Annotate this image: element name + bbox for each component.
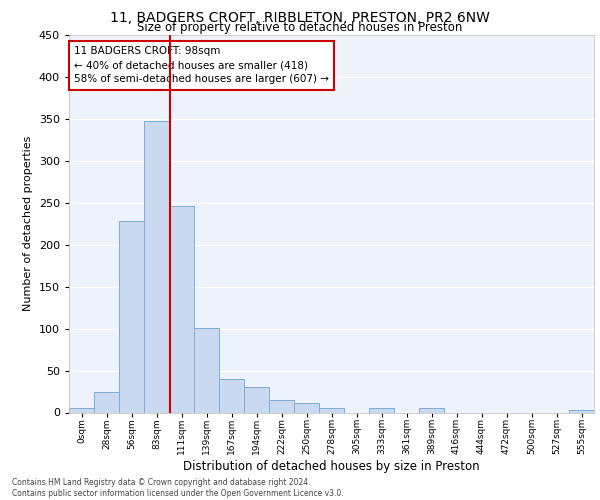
Y-axis label: Number of detached properties: Number of detached properties <box>23 136 33 312</box>
Bar <box>294 404 319 412</box>
Text: 11, BADGERS CROFT, RIBBLETON, PRESTON, PR2 6NW: 11, BADGERS CROFT, RIBBLETON, PRESTON, P… <box>110 11 490 25</box>
Bar <box>169 206 194 412</box>
Bar <box>144 120 169 412</box>
Bar <box>69 408 94 412</box>
Bar <box>244 388 269 412</box>
Text: Contains HM Land Registry data © Crown copyright and database right 2024.
Contai: Contains HM Land Registry data © Crown c… <box>12 478 344 498</box>
Text: 11 BADGERS CROFT: 98sqm
← 40% of detached houses are smaller (418)
58% of semi-d: 11 BADGERS CROFT: 98sqm ← 40% of detache… <box>74 46 329 84</box>
X-axis label: Distribution of detached houses by size in Preston: Distribution of detached houses by size … <box>183 460 480 473</box>
Bar <box>319 408 344 412</box>
Bar <box>269 400 294 412</box>
Bar <box>194 328 219 412</box>
Bar <box>569 410 594 412</box>
Text: Size of property relative to detached houses in Preston: Size of property relative to detached ho… <box>137 22 463 35</box>
Bar <box>369 408 394 412</box>
Bar <box>219 379 244 412</box>
Bar <box>94 392 119 412</box>
Bar <box>119 221 144 412</box>
Bar <box>419 408 444 412</box>
